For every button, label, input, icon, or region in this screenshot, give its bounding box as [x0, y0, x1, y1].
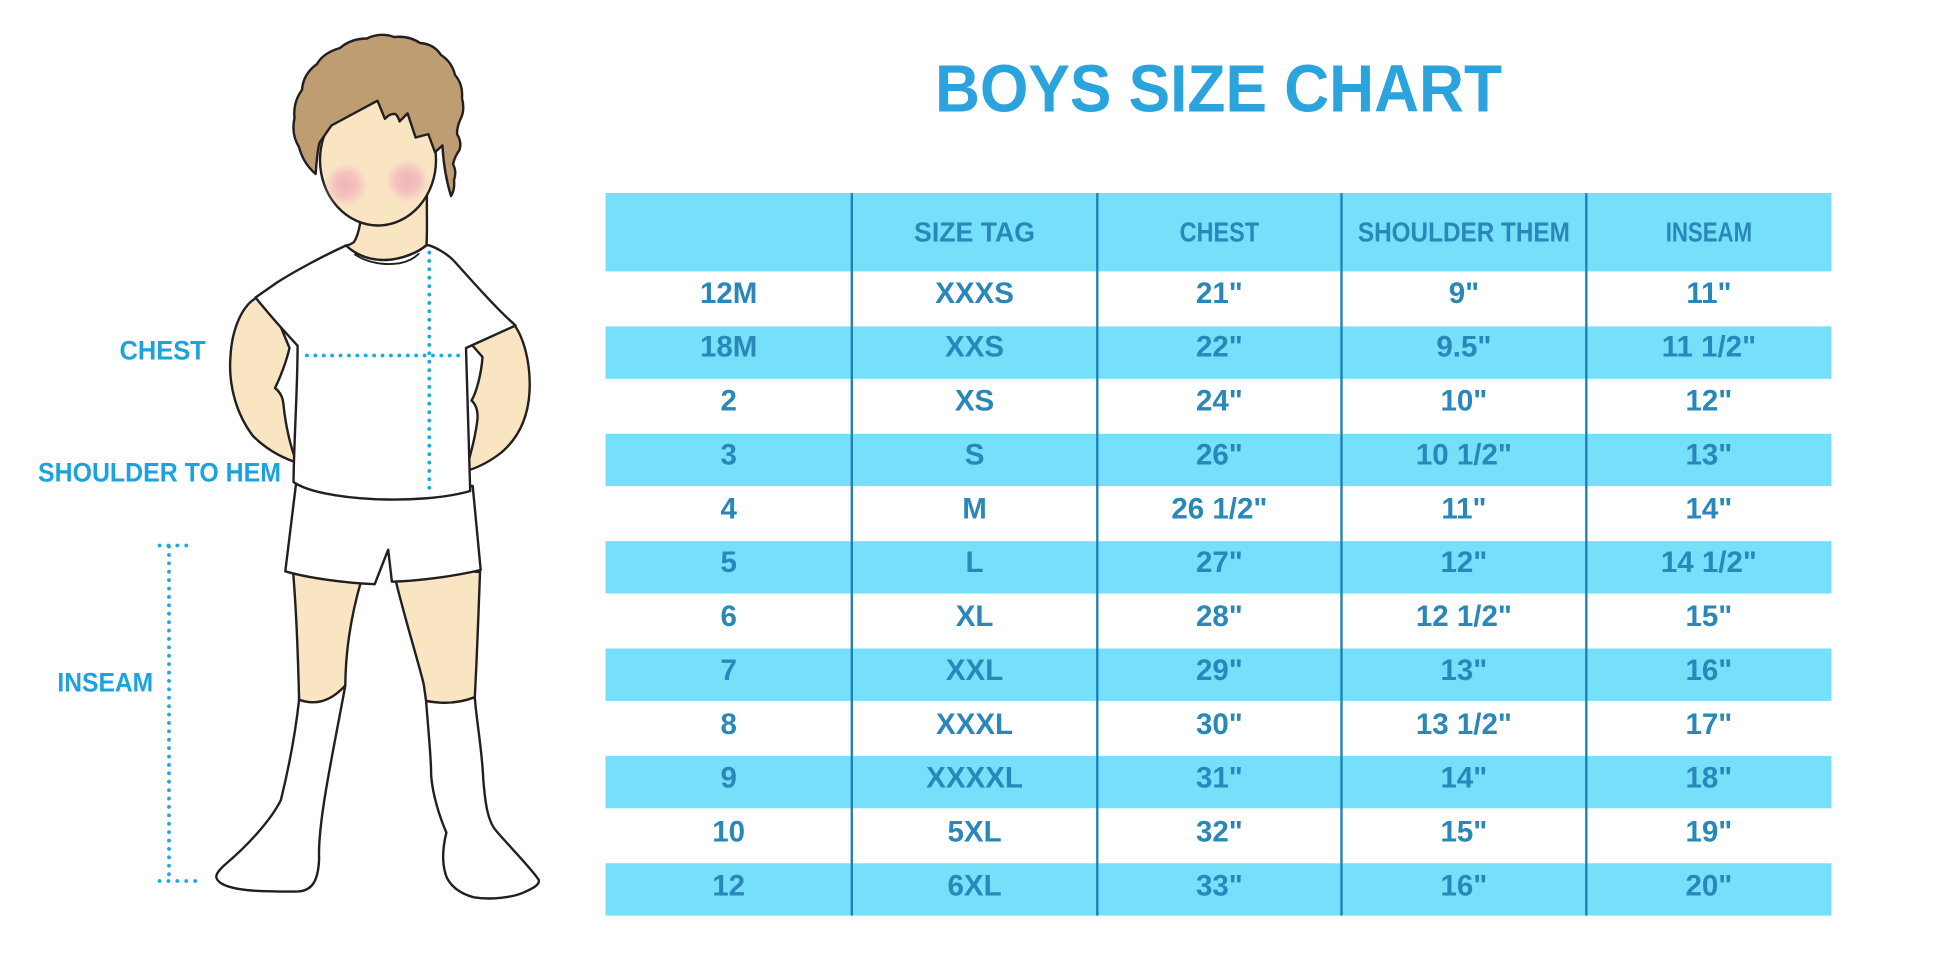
- svg-text:22": 22": [1196, 331, 1243, 364]
- svg-text:11 1/2": 11 1/2": [1662, 331, 1756, 364]
- svg-text:12": 12": [1685, 385, 1732, 418]
- svg-text:27": 27": [1196, 546, 1243, 579]
- svg-text:XXXL: XXXL: [936, 708, 1013, 741]
- svg-text:14": 14": [1440, 762, 1487, 795]
- svg-text:4: 4: [720, 492, 737, 525]
- svg-text:13 1/2": 13 1/2": [1416, 708, 1512, 741]
- svg-text:CHEST: CHEST: [1180, 217, 1260, 248]
- svg-text:9: 9: [720, 762, 736, 795]
- svg-text:9.5": 9.5": [1436, 331, 1491, 364]
- svg-text:19": 19": [1685, 816, 1732, 849]
- svg-text:10: 10: [712, 816, 745, 849]
- svg-text:26": 26": [1196, 438, 1243, 471]
- svg-text:2: 2: [720, 385, 736, 418]
- svg-text:12": 12": [1440, 546, 1487, 579]
- svg-text:14 1/2": 14 1/2": [1661, 546, 1757, 579]
- svg-text:INSEAM: INSEAM: [57, 668, 153, 698]
- svg-text:20": 20": [1685, 869, 1732, 902]
- svg-text:XXXS: XXXS: [935, 277, 1014, 310]
- svg-text:XS: XS: [955, 385, 994, 418]
- svg-text:XXXXL: XXXXL: [926, 762, 1023, 795]
- svg-text:5XL: 5XL: [947, 816, 1001, 849]
- svg-text:XXL: XXL: [946, 654, 1003, 687]
- svg-text:9": 9": [1449, 277, 1479, 310]
- svg-text:13": 13": [1685, 438, 1732, 471]
- svg-text:XL: XL: [956, 600, 994, 633]
- svg-text:15": 15": [1685, 600, 1732, 633]
- svg-text:SIZE TAG: SIZE TAG: [914, 217, 1035, 248]
- svg-text:10 1/2": 10 1/2": [1416, 438, 1512, 471]
- svg-text:12 1/2": 12 1/2": [1416, 600, 1512, 633]
- svg-text:5: 5: [720, 546, 736, 579]
- svg-text:18": 18": [1685, 762, 1732, 795]
- svg-text:SHOULDER TO HEM: SHOULDER TO HEM: [38, 458, 281, 488]
- svg-text:CHEST: CHEST: [119, 335, 205, 365]
- svg-text:INSEAM: INSEAM: [1666, 217, 1752, 248]
- svg-text:6XL: 6XL: [947, 869, 1001, 902]
- svg-text:24": 24": [1196, 385, 1243, 418]
- svg-text:15": 15": [1440, 816, 1487, 849]
- svg-text:33": 33": [1196, 869, 1243, 902]
- svg-text:12: 12: [712, 869, 745, 902]
- svg-text:XXS: XXS: [945, 331, 1004, 364]
- svg-text:16": 16": [1440, 869, 1487, 902]
- svg-text:17": 17": [1685, 708, 1732, 741]
- svg-text:13": 13": [1440, 654, 1487, 687]
- svg-text:BOYS SIZE CHART: BOYS SIZE CHART: [935, 52, 1502, 127]
- svg-text:6: 6: [720, 600, 736, 633]
- svg-text:21": 21": [1196, 277, 1243, 310]
- svg-text:16": 16": [1685, 654, 1732, 687]
- svg-text:S: S: [965, 438, 985, 471]
- svg-text:31": 31": [1196, 762, 1243, 795]
- svg-text:7: 7: [720, 654, 736, 687]
- svg-text:28": 28": [1196, 600, 1243, 633]
- svg-text:SHOULDER THEM: SHOULDER THEM: [1358, 217, 1570, 248]
- svg-text:10": 10": [1440, 385, 1487, 418]
- svg-text:L: L: [966, 546, 984, 579]
- svg-text:11": 11": [1441, 492, 1486, 525]
- svg-text:14": 14": [1685, 492, 1732, 525]
- svg-text:3: 3: [720, 438, 736, 471]
- svg-text:8: 8: [720, 708, 736, 741]
- svg-text:29": 29": [1196, 654, 1243, 687]
- svg-text:26 1/2": 26 1/2": [1171, 492, 1267, 525]
- svg-text:11": 11": [1686, 277, 1731, 310]
- svg-text:30": 30": [1196, 708, 1243, 741]
- svg-text:M: M: [962, 492, 987, 525]
- svg-text:12M: 12M: [700, 277, 757, 310]
- svg-text:32": 32": [1196, 816, 1243, 849]
- svg-text:18M: 18M: [700, 331, 757, 364]
